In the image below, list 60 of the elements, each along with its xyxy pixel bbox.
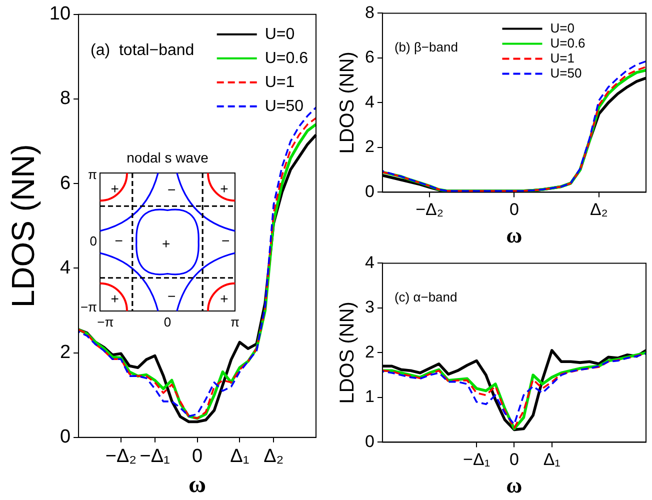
x-tick-label: Δ₁ [543, 450, 561, 470]
x-tick-label: Δ₂ [264, 446, 284, 468]
category-label: 0 [164, 314, 172, 330]
x-tick-label: −Δ₁ [463, 450, 490, 470]
y-axis-title: LDOS (NN) [336, 52, 359, 154]
text: − [114, 232, 123, 249]
y-tick-label: 6 [364, 48, 374, 67]
text: + [220, 290, 228, 307]
text: (a) total−band [90, 42, 194, 59]
x-tick-label: −Δ₂ [416, 200, 444, 220]
y-axis-title: LDOS (NN) [5, 144, 42, 308]
x-tick-label: 0 [192, 446, 203, 468]
y-tick-label: 0 [364, 182, 374, 201]
y-tick-label: 8 [60, 88, 71, 110]
y-tick-label: 2 [60, 342, 71, 364]
legend-label: U=50 [550, 65, 582, 80]
y-tick-label: 4 [364, 252, 374, 272]
y-tick-label: 2 [364, 342, 374, 362]
y-tick-label: 1 [364, 387, 374, 406]
text: π [230, 314, 240, 330]
text: (c) α−band [394, 289, 458, 304]
y-tick-label: 6 [60, 172, 71, 194]
x-tick-label: 0 [509, 450, 519, 470]
text: (b) β−band [394, 39, 458, 54]
annotation: π [88, 167, 98, 182]
legend-label: U=0.6 [550, 35, 586, 50]
annotation: nodal s wave [126, 150, 209, 166]
x-tick-label: −Δ₂ [105, 446, 137, 468]
y-tick-label: 4 [60, 257, 71, 278]
legend-label: U=0.6 [264, 50, 308, 67]
text: + [162, 235, 170, 252]
y-tick-label: 0 [60, 426, 71, 448]
text: + [220, 180, 228, 196]
text: − [221, 232, 230, 249]
legend-label: U=50 [264, 98, 304, 115]
y-tick-label: 3 [364, 298, 374, 317]
legend-label: U=1 [264, 74, 295, 91]
x-axis-title: ω [188, 472, 206, 498]
legend-label: U=0 [264, 26, 295, 43]
x-tick-label: Δ₁ [230, 446, 250, 468]
text: −π [97, 314, 114, 330]
legend-label: U=0 [550, 20, 574, 36]
x-axis-title: ω [506, 222, 522, 248]
y-tick-label: 0 [364, 432, 374, 451]
annotation: 0 [90, 233, 97, 248]
x-tick-label: −Δ₁ [140, 446, 170, 468]
annotation: + [110, 180, 119, 196]
text: − [167, 288, 176, 304]
legend-label: U=1 [550, 50, 574, 66]
y-tick-label: 10 [49, 4, 71, 25]
y-tick-label: 2 [364, 137, 374, 156]
y-tick-label: 4 [364, 92, 374, 112]
text: + [110, 290, 119, 307]
y-tick-label: 8 [364, 2, 374, 22]
x-tick-label: Δ₂ [590, 200, 608, 220]
x-axis-title: ω [506, 472, 522, 498]
x-tick-label: 0 [509, 200, 519, 220]
annotation: −π [80, 300, 98, 315]
annotation: − [167, 182, 176, 198]
y-axis-title: LDOS (NN) [336, 302, 359, 404]
